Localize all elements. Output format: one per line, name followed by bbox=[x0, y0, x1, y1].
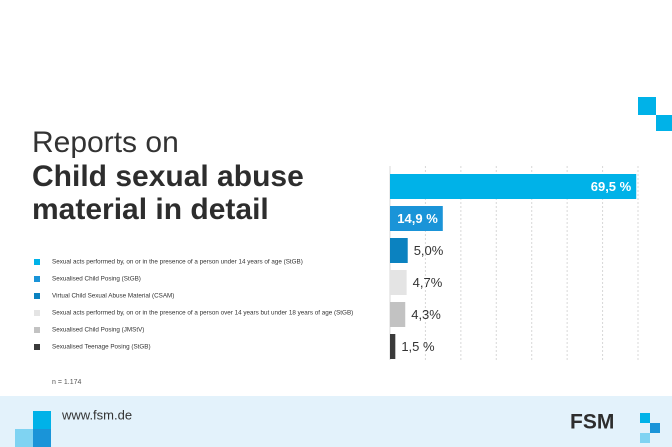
legend-label: Sexual acts performed by, on or in the p… bbox=[52, 259, 303, 266]
bar bbox=[390, 270, 407, 295]
legend-label: Sexualised Child Posing (StGB) bbox=[52, 276, 141, 283]
chart-title: material in detail bbox=[32, 193, 269, 226]
decor-top bbox=[638, 97, 672, 131]
legend-label: Sexual acts performed by, on or in the p… bbox=[52, 310, 353, 317]
chart-title: Reports on bbox=[32, 126, 179, 159]
bar bbox=[390, 302, 406, 327]
bar bbox=[390, 238, 408, 263]
bar bbox=[390, 206, 443, 231]
footer-url: www.fsm.de bbox=[61, 407, 132, 422]
bar bbox=[390, 334, 396, 359]
value-label: 4,3% bbox=[411, 307, 441, 322]
value-label: 69,5 % bbox=[591, 179, 632, 194]
legend-label: Sexualised Child Posing (JMStV) bbox=[52, 327, 144, 334]
value-label: 5,0% bbox=[414, 243, 444, 258]
legend-label: Sexualised Teenage Posing (StGB) bbox=[52, 344, 151, 351]
legend-swatch bbox=[34, 344, 40, 350]
legend-label: Virtual Child Sexual Abuse Material (CSA… bbox=[52, 293, 174, 300]
bar bbox=[390, 174, 637, 199]
legend-swatch bbox=[34, 276, 40, 282]
value-label: 4,7% bbox=[413, 275, 443, 290]
legend-swatch bbox=[34, 327, 40, 333]
footer-band bbox=[0, 396, 672, 447]
note: n = 1.174 bbox=[52, 379, 81, 386]
chart-title: Child sexual abuse bbox=[32, 160, 304, 193]
legend-swatch bbox=[34, 293, 40, 299]
logo: FSM bbox=[570, 411, 614, 434]
decor-footer bbox=[15, 411, 660, 447]
value-label: 1,5 % bbox=[401, 339, 435, 354]
legend-swatch bbox=[34, 259, 40, 265]
value-label: 14,9 % bbox=[397, 211, 438, 226]
legend-swatch bbox=[34, 310, 40, 316]
